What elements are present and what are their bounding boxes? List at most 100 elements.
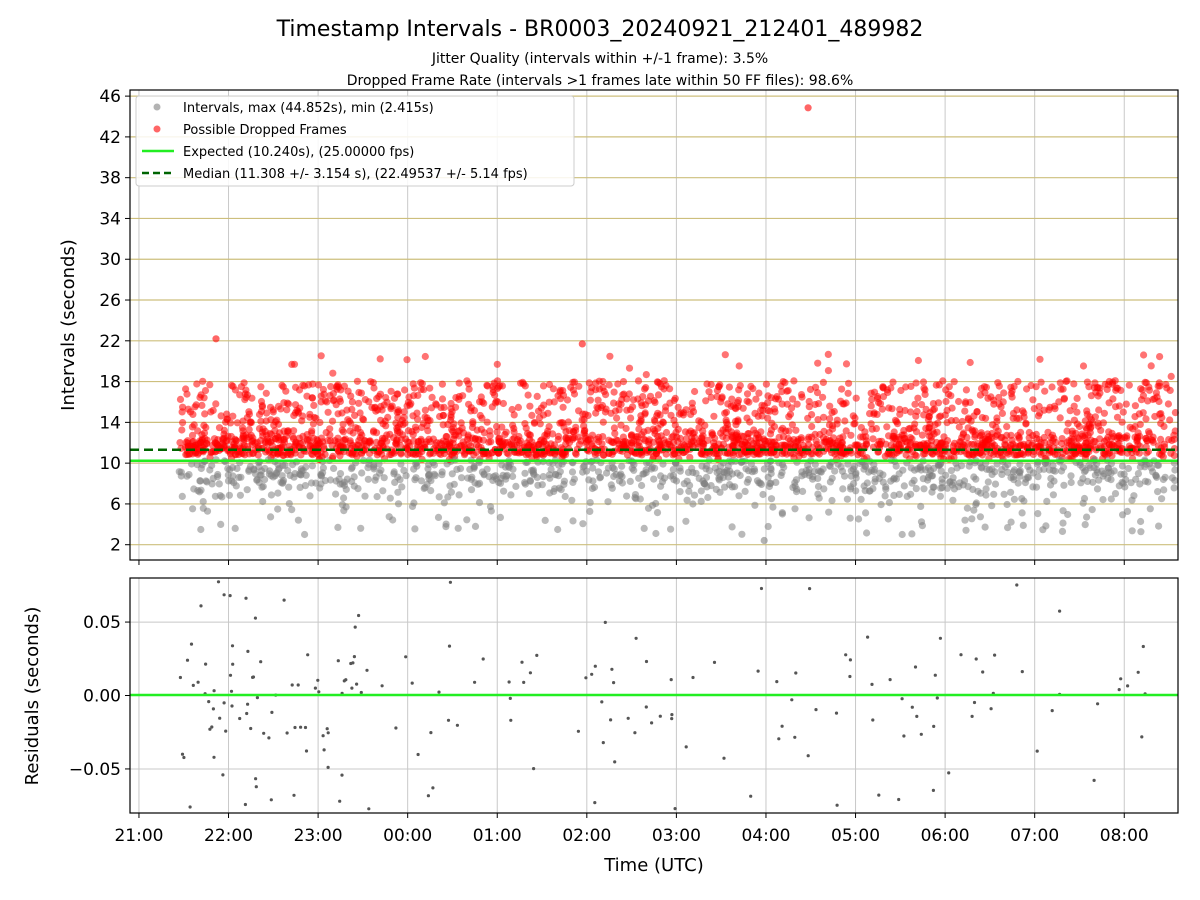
dropped-frame-point xyxy=(410,449,418,457)
interval-point xyxy=(1029,469,1037,477)
dropped-frame-point xyxy=(1002,441,1010,449)
interval-point xyxy=(1146,505,1154,513)
dropped-frame-point xyxy=(1139,409,1147,417)
chart-subtitle-line-1: Jitter Quality (intervals within +/-1 fr… xyxy=(431,51,768,67)
residual-point xyxy=(365,668,369,672)
interval-point xyxy=(819,465,827,473)
dropped-frame-point xyxy=(705,388,713,396)
residual-point xyxy=(989,707,993,711)
dropped-frame-point xyxy=(735,386,743,394)
dropped-frame-point xyxy=(184,405,192,413)
dropped-frame-point xyxy=(750,426,758,434)
dropped-frame-point xyxy=(830,407,838,416)
dropped-frame-point xyxy=(945,383,953,391)
dropped-frame-point xyxy=(755,389,763,397)
interval-point xyxy=(471,522,480,531)
dropped-frame-point xyxy=(236,391,244,399)
dropped-frame-point xyxy=(486,427,494,435)
interval-point xyxy=(731,483,739,491)
interval-point xyxy=(551,470,560,478)
interval-point xyxy=(703,462,711,470)
interval-point xyxy=(1004,524,1012,532)
dropped-frame-point xyxy=(455,379,463,387)
dropped-frame-point xyxy=(820,427,828,435)
dropped-frame-point xyxy=(922,405,930,413)
interval-point xyxy=(487,507,495,515)
dropped-frame-point xyxy=(704,436,712,444)
interval-point xyxy=(275,464,283,472)
dropped-frame-point xyxy=(896,410,904,418)
dropped-frame-point xyxy=(1171,427,1179,435)
residual-point xyxy=(254,785,258,789)
interval-point xyxy=(1168,474,1176,482)
residual-point xyxy=(722,756,726,760)
dropped-frame-point xyxy=(842,427,850,435)
interval-point xyxy=(1067,478,1075,487)
dropped-frame-point xyxy=(464,431,472,439)
dropped-frame-point xyxy=(883,423,891,431)
dropped-frame-point xyxy=(761,437,769,445)
interval-point xyxy=(898,530,906,539)
residual-point xyxy=(609,718,613,722)
dropped-frame-point xyxy=(735,362,743,370)
interval-point xyxy=(250,465,258,473)
interval-point xyxy=(261,476,269,484)
dropped-frame-point xyxy=(964,424,972,432)
dropped-frame-point xyxy=(379,420,387,428)
dropped-frame-point xyxy=(814,416,822,424)
dropped-frame-point xyxy=(421,352,429,361)
dropped-frame-point xyxy=(657,383,666,391)
dropped-frame-point xyxy=(258,402,266,410)
dropped-frame-point xyxy=(718,393,726,401)
dropped-frame-point xyxy=(978,431,986,439)
dropped-frame-point xyxy=(734,416,742,424)
residual-point xyxy=(759,586,764,591)
dropped-frame-point xyxy=(842,360,851,368)
dropped-frame-point xyxy=(918,401,926,409)
dropped-frame-point xyxy=(280,427,288,435)
dropped-frame-point xyxy=(1003,431,1011,439)
highlight-point-2 xyxy=(578,340,586,348)
dropped-frame-point xyxy=(310,401,318,409)
dropped-frame-point xyxy=(932,381,940,389)
dropped-frame-point xyxy=(207,448,215,456)
dropped-frame-point xyxy=(867,402,875,410)
residual-point xyxy=(293,725,297,730)
interval-point xyxy=(920,485,928,493)
dropped-frame-point xyxy=(1010,382,1018,391)
interval-point xyxy=(929,483,937,491)
interval-point xyxy=(780,463,788,471)
residual-point xyxy=(947,771,951,775)
dropped-frame-point xyxy=(824,367,833,375)
interval-point xyxy=(610,472,618,480)
interval-point xyxy=(885,499,894,507)
residual-point xyxy=(644,705,648,709)
dropped-frame-point xyxy=(336,452,344,460)
dropped-frame-point xyxy=(637,449,646,457)
dropped-frame-point xyxy=(961,407,969,415)
dropped-frame-point xyxy=(1055,398,1063,406)
interval-point xyxy=(224,465,232,473)
interval-point xyxy=(1033,460,1041,468)
interval-point xyxy=(741,487,749,495)
dropped-frame-point xyxy=(707,393,715,401)
residual-point xyxy=(933,673,937,677)
residual-point xyxy=(1092,778,1096,783)
dropped-frame-point xyxy=(176,395,185,403)
dropped-frame-point xyxy=(447,411,455,419)
dropped-frame-point xyxy=(646,392,655,400)
dropped-frame-point xyxy=(182,385,190,393)
dropped-frame-point xyxy=(1170,451,1178,460)
interval-point xyxy=(670,476,678,484)
dropped-frame-point xyxy=(934,399,943,407)
residual-point xyxy=(313,686,317,690)
dropped-frame-point xyxy=(212,400,220,408)
dropped-frame-point xyxy=(1051,405,1059,413)
dropped-frame-point xyxy=(1014,377,1022,386)
dropped-frame-point xyxy=(1149,436,1157,445)
dropped-frame-point xyxy=(726,449,734,457)
dropped-frame-point xyxy=(667,411,675,419)
dropped-frame-point xyxy=(1070,380,1078,388)
residual-point xyxy=(848,658,853,662)
